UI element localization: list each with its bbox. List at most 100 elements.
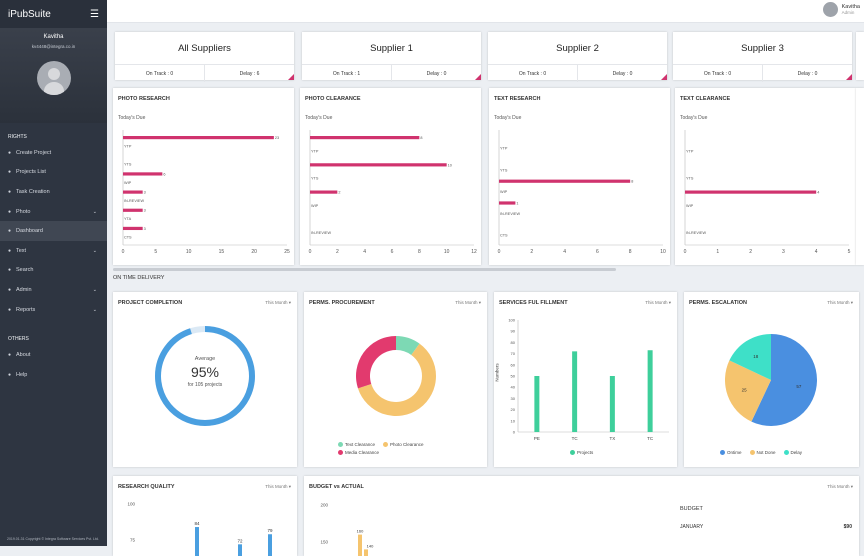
chevron-down-icon: ⌄ [92, 286, 97, 293]
y-tick-label: 30 [511, 396, 516, 401]
x-tick-label: 8 [629, 249, 632, 255]
bar [310, 163, 447, 167]
y-tick-label: 40 [511, 385, 516, 390]
supplier-card-supplier-3[interactable]: Supplier 3 On Track : 0 Delay : 0 [673, 32, 852, 82]
supplier-card-all-suppliers[interactable]: All Suppliers On Track : 0 Delay : 6 [115, 32, 294, 82]
supplier-card-supplier-2[interactable]: Supplier 2 On Track : 0 Delay : 0 [488, 32, 667, 82]
sidebar-item-label: Projects List [16, 169, 46, 176]
slice-label: 57 [796, 384, 802, 389]
bar-value-label: 160 [357, 529, 364, 534]
x-tick-label: 12 [471, 249, 477, 255]
x-tick-label: 2 [749, 249, 752, 255]
y-tick-label: 100 [508, 318, 515, 323]
sidebar-item-photo[interactable]: ● Photo ⌄ [0, 202, 107, 222]
bar-value-label: 84 [194, 521, 200, 526]
sidebar-item-projects-list[interactable]: ● Projects List [0, 163, 107, 183]
sidebar-item-create-project[interactable]: ● Create Project [0, 143, 107, 163]
legend-photo-clearance: Photo Clearance [383, 442, 424, 448]
delay-count: Delay : 6 [239, 70, 260, 77]
hamburger-menu-icon[interactable]: ☰ [90, 8, 99, 20]
corner-marker [846, 74, 852, 80]
quality-bar [195, 527, 199, 556]
x-tick-label: TC [572, 436, 579, 441]
category-label: IN-REVIEW [500, 212, 520, 216]
profile-panel: Kavitha kv4448@integra.co.in [0, 28, 107, 123]
this-month-dropdown[interactable]: This Month ▾ [645, 300, 671, 305]
budget-title: BUDGET vs ACTUAL [309, 484, 364, 490]
hbar-chart: 0 2 4 6 8 10 12 YTP 8 YTS 10 WIP 2 IN-REVIEW [309, 130, 477, 255]
user-menu[interactable]: Kavitha Admin [822, 2, 860, 17]
this-month-dropdown[interactable]: This Month ▾ [455, 300, 481, 305]
bar [310, 190, 338, 194]
x-tick-label: 8 [418, 249, 421, 255]
supplier-title: Supplier 3 [673, 32, 852, 65]
sidebar-item-search[interactable]: ● Search [0, 261, 107, 281]
y-tick-label: 200 [320, 503, 328, 508]
bar [499, 201, 516, 205]
bar-value-label: 3 [144, 191, 146, 195]
procurement-slice-text-clearance [396, 336, 420, 355]
x-tick-label: 2 [336, 249, 339, 255]
this-month-label: This Month [645, 300, 668, 305]
this-month-dropdown[interactable]: This Month ▾ [265, 300, 291, 305]
this-month-label: This Month [827, 484, 850, 489]
x-tick-label: TC [647, 436, 654, 441]
x-tick-label: 3 [782, 249, 785, 255]
on-track-count: On Track : 1 [302, 65, 392, 82]
sidebar-item-admin[interactable]: ● Admin ⌄ [0, 280, 107, 300]
sidebar-item-text[interactable]: ● Text ⌄ [0, 241, 107, 261]
sidebar-item-about[interactable]: ● About [0, 345, 107, 365]
this-month-dropdown[interactable]: This Month ▾ [265, 484, 291, 489]
user-avatar[interactable] [822, 2, 838, 17]
x-tick-label: 0 [498, 249, 501, 255]
avatar[interactable] [36, 61, 71, 95]
ring-progress [155, 326, 255, 426]
escalation-pie: 57 25 18 [725, 334, 817, 426]
y-tick-label: 20 [511, 407, 516, 412]
escalation-title: PERMS. ESCALATION [689, 300, 747, 306]
about-icon: ● [8, 352, 12, 359]
research-quality-title: RESEARCH QUALITY [118, 484, 175, 490]
y-tick-label: 70 [511, 351, 516, 356]
text-icon: ● [8, 247, 12, 254]
help-icon: ● [8, 371, 12, 378]
quality-bar [238, 544, 242, 556]
supplier-card-supplier-1[interactable]: Supplier 1 On Track : 1 Delay : 0 [302, 32, 481, 82]
legend-ontime: Ontime [720, 450, 742, 456]
horizontal-scrollbar[interactable] [113, 268, 616, 271]
sidebar: iPubSuite ☰ Kavitha kv4448@integra.co.in… [0, 0, 107, 546]
corner-marker [475, 74, 481, 80]
this-month-dropdown[interactable]: This Month ▾ [827, 300, 853, 305]
sidebar-item-label: Admin [16, 286, 32, 293]
this-month-dropdown[interactable]: This Month ▾ [827, 484, 853, 489]
chart-subtitle: Today's Due [305, 115, 333, 121]
y-tick-label: 75 [130, 538, 136, 543]
sidebar-item-help[interactable]: ● Help [0, 365, 107, 385]
sidebar-item-dashboard[interactable]: ● Dashboard [0, 221, 107, 241]
budget-month: JANUARY [680, 524, 704, 530]
escalation-legend: Ontime Not Done Delay [720, 450, 802, 456]
on-time-delivery-label: ON TIME DELIVERY [113, 275, 165, 281]
x-tick-label: 4 [563, 249, 566, 255]
y-tick-label: 100 [127, 502, 135, 507]
bar [123, 136, 274, 140]
bar [123, 172, 163, 176]
app-name: iPubSuite [8, 8, 51, 20]
sidebar-item-reports[interactable]: ● Reports ⌄ [0, 300, 107, 320]
sidebar-item-task-creation[interactable]: ● Task Creation [0, 182, 107, 202]
x-tick-label: 1 [716, 249, 719, 255]
fulfillment-legend: Projects [570, 450, 593, 456]
chart-card-photo-research: PHOTO RESEARCH Today's Due 0 5 10 15 20 25 YTP 23… [113, 88, 294, 265]
category-label: YTP [500, 146, 508, 150]
corner-marker [288, 74, 294, 80]
on-track-count: On Track : 0 [673, 65, 763, 82]
quality-bar [268, 534, 272, 556]
escalation-card: PERMS. ESCALATION This Month ▾ 57 25 18 On… [684, 292, 859, 467]
completion-percent: 95% [190, 364, 220, 380]
x-tick-label: 10 [444, 249, 450, 255]
sidebar-section-rights: RIGHTS [8, 134, 27, 140]
x-tick-label: 5 [848, 249, 851, 255]
x-tick-label: 5 [154, 249, 157, 255]
bar-value-label: 10 [448, 163, 452, 167]
